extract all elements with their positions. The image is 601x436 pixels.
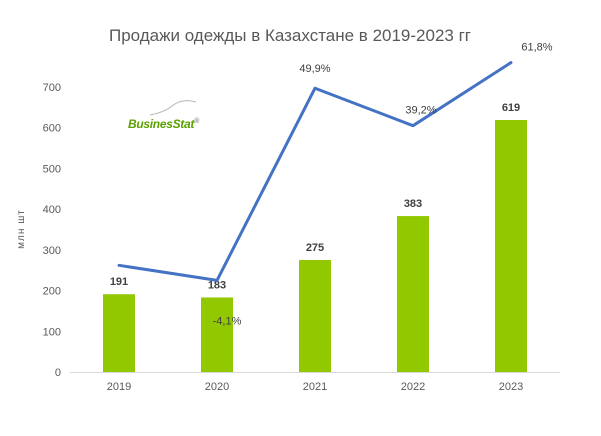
logo-swoosh [149,100,197,116]
y-tick-label: 500 [43,163,61,175]
growth-rate-label: -4,1% [213,315,242,327]
bar-value-label: 191 [110,276,128,288]
chart-title: Продажи одежды в Казахстане в 2019-2023 … [109,26,471,45]
bar-value-label: 619 [502,102,520,114]
y-tick-label: 200 [43,286,61,298]
growth-rate-label: 49,9% [299,63,330,75]
bar-2022 [397,216,429,372]
y-tick-label: 300 [43,245,61,257]
logo-text-stat: Stat [173,117,196,131]
x-axis-ticks: 2019 2020 2021 2022 2023 [107,381,523,393]
bar-value-labels: 191 183 275 383 619 [110,102,520,292]
y-tick-label: 700 [43,82,61,94]
bar-2021 [299,260,331,372]
y-axis-label: млн шт [16,209,27,249]
bar-2020 [201,297,233,372]
logo: BusinesStat® [128,100,200,131]
growth-line [117,61,513,282]
x-tick-label: 2022 [401,381,425,393]
y-axis-ticks: 0 100 200 300 400 500 600 700 [43,82,61,379]
bar-2019 [103,294,135,372]
bar-value-label: 383 [404,198,422,210]
x-tick-label: 2019 [107,381,131,393]
bars [103,119,527,372]
bar-2023 [495,119,527,372]
y-tick-label: 600 [43,123,61,135]
x-tick-label: 2023 [499,381,523,393]
logo-text-busines: Busines [128,117,173,131]
bar-value-label: 275 [306,242,324,254]
logo-registered-mark: ® [194,117,200,125]
y-tick-label: 400 [43,204,61,216]
x-tick-label: 2021 [303,381,327,393]
x-tick-label: 2020 [205,381,229,393]
growth-line-series: -4,1% 49,9% 39,2% 61,8% [117,42,553,327]
y-tick-label: 100 [43,326,61,338]
growth-rate-label: 61,8% [521,42,552,54]
y-tick-label: 0 [55,367,61,379]
growth-rate-label: 39,2% [405,105,436,117]
svg-text:BusinesStat®: BusinesStat® [128,117,200,131]
bar-value-label: 183 [208,279,226,291]
